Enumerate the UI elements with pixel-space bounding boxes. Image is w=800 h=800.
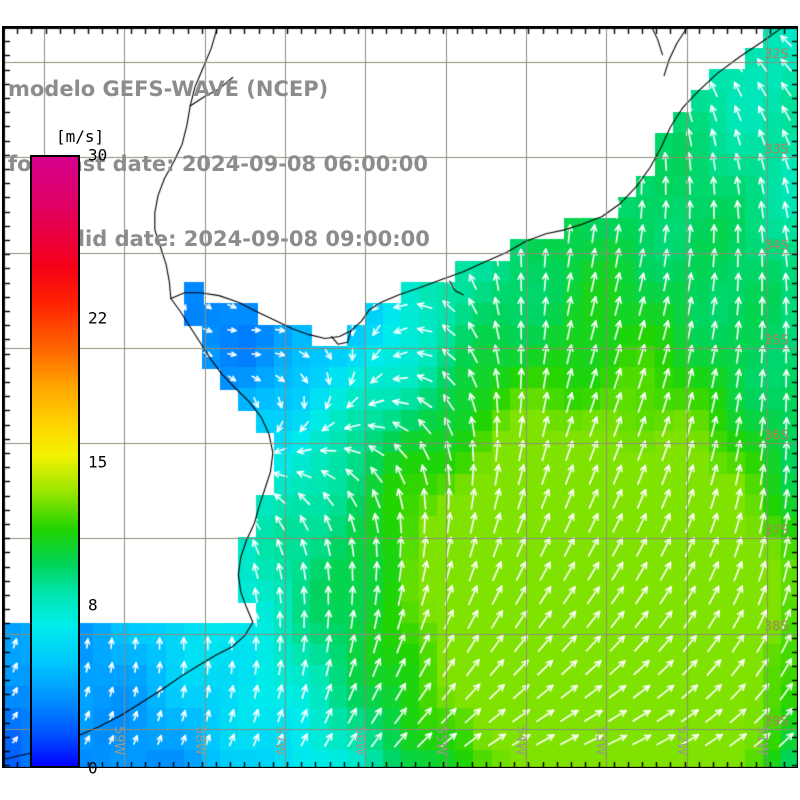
colorbar: [m/s] 30 22 15 8 0	[30, 127, 107, 778]
map-plot-area	[2, 26, 798, 768]
colorbar-gradient	[30, 155, 80, 768]
colorbar-tick-8: 8	[88, 595, 98, 615]
axis-ticks-layer	[3, 27, 797, 767]
colorbar-tick-22: 22	[88, 308, 108, 328]
colorbar-tick-0: 0	[88, 758, 98, 778]
colorbar-tick-15: 15	[88, 452, 108, 471]
colorbar-unit-label: [m/s]	[56, 127, 105, 146]
colorbar-tick-30: 30	[88, 145, 108, 165]
